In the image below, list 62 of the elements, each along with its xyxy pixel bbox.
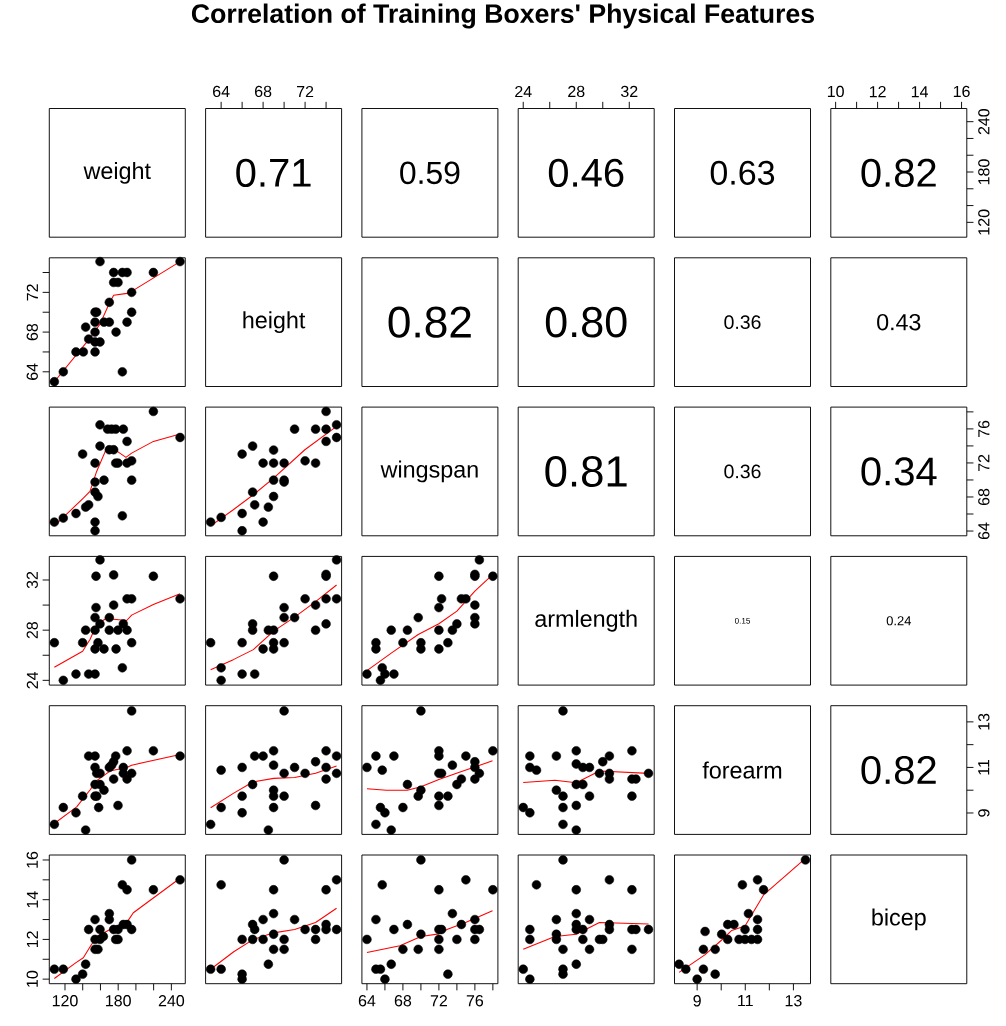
- y-tick-label: 16: [26, 851, 38, 868]
- text: Correlation of Training Boxers' Physical Features: [191, 3, 815, 29]
- y-tick-label: 10: [26, 970, 38, 987]
- y-tick-label: 9: [978, 809, 990, 817]
- annotation: 0.71: [236, 158, 311, 188]
- x-tick-label: 120: [52, 995, 78, 1007]
- text: bicep: [872, 908, 926, 931]
- data-label: 0.15: [734, 617, 751, 624]
- x-tick-label: 240: [158, 995, 185, 1007]
- x-tick-label: 68: [394, 995, 412, 1007]
- x-tick-label: 13: [785, 995, 802, 1007]
- x-tick-label: 72: [297, 85, 314, 98]
- y-tick-label: 28: [26, 621, 38, 639]
- x-tick-label: 180: [106, 995, 131, 1007]
- y-tick-label: 180: [978, 159, 990, 185]
- data-label: 0.36: [724, 464, 761, 479]
- data-label: 0.82: [388, 306, 471, 338]
- x-tick-label: 28: [568, 85, 585, 98]
- y-tick-label: 64: [978, 522, 990, 540]
- text: height: [243, 311, 306, 334]
- data-label: 0.81: [545, 455, 627, 487]
- y-tick-label: 13: [978, 713, 990, 730]
- x-tick-label: 9: [693, 995, 701, 1007]
- x-tick-label: 76: [466, 995, 484, 1007]
- x-tick-label: 24: [515, 85, 532, 98]
- y-tick-label: 120: [978, 209, 990, 235]
- data-label: 0.63: [710, 160, 775, 185]
- data-label: 0.36: [724, 315, 761, 330]
- x-tick-label: 14: [911, 86, 928, 98]
- annotation: 0.82: [861, 158, 936, 188]
- y-tick-label: 24: [26, 671, 38, 689]
- y-tick-label: 76: [978, 420, 990, 437]
- y-tick-label: 72: [978, 454, 990, 472]
- y-tick-label: 32: [26, 571, 38, 589]
- y-tick-label: 11: [978, 759, 990, 775]
- x-tick-label: 10: [827, 85, 844, 98]
- y-tick-label: 68: [978, 488, 990, 506]
- y-tick-label: 12: [26, 931, 38, 948]
- x-tick-label: 16: [953, 85, 970, 98]
- x-tick-label: 72: [430, 995, 447, 1007]
- text: forearm: [702, 761, 782, 779]
- data-label: 0.24: [886, 616, 912, 626]
- y-tick-label: 64: [26, 363, 38, 380]
- x-tick-label: 11: [738, 995, 753, 1007]
- x-tick-label: 64: [213, 85, 230, 98]
- y-tick-label: 240: [978, 108, 990, 135]
- y-tick-label: 72: [26, 284, 38, 301]
- text: weight: [83, 161, 151, 184]
- x-tick-label: 12: [869, 85, 886, 98]
- data-label: 0.59: [400, 161, 460, 185]
- data-label: 0.43: [877, 313, 921, 331]
- annotation: 0.46: [548, 158, 624, 188]
- x-tick-label: 32: [620, 85, 638, 98]
- data-label: 0.80: [545, 306, 627, 338]
- annotation: 0.82: [861, 755, 936, 785]
- y-tick-label: 14: [26, 891, 38, 908]
- x-tick-label: 68: [255, 85, 272, 98]
- y-tick-label: 68: [26, 323, 38, 341]
- annotation: 0.34: [861, 457, 937, 486]
- text: wingspan: [380, 460, 478, 483]
- text: armlength: [535, 609, 637, 632]
- x-tick-label: 64: [358, 995, 376, 1007]
